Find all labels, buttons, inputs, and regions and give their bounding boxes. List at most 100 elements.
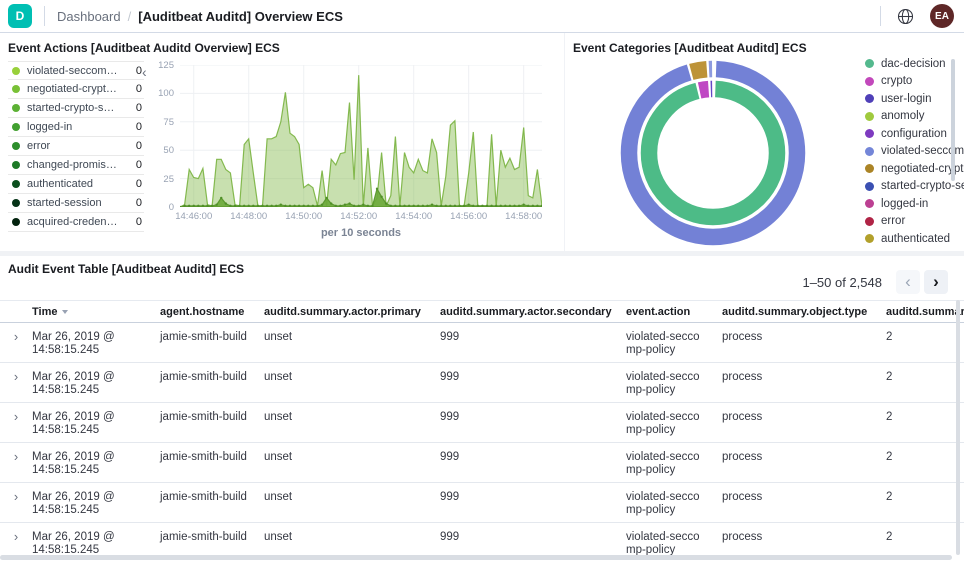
- legend-color-dot: [865, 164, 874, 174]
- legend-item[interactable]: authenticated 0: [8, 175, 144, 194]
- legend-color-dot: [12, 142, 20, 150]
- x-axis-tick-label: 14:46:00: [175, 211, 213, 222]
- legend-color-dot: [865, 59, 874, 69]
- legend-item-value: 0: [135, 121, 142, 133]
- breadcrumb: Dashboard / [Auditbeat Auditd] Overview …: [57, 9, 343, 24]
- vertical-scrollbar[interactable]: [956, 300, 960, 555]
- user-avatar[interactable]: EA: [930, 4, 954, 28]
- table-row: › Mar 26, 2019 @ 14:58:15.245 jamie-smith-…: [0, 403, 964, 443]
- row-expand-icon[interactable]: ›: [0, 443, 24, 463]
- column-header-auditd-summary-actor-secondary[interactable]: auditd.summary.actor.secondary: [432, 306, 618, 318]
- cell-action: violated-seccomp-policy: [626, 371, 700, 396]
- legend-item[interactable]: negotiated-crypto...: [865, 160, 964, 178]
- legend-collapse-icon[interactable]: ‹: [142, 64, 147, 80]
- x-axis-tick-label: 14:52:00: [340, 211, 378, 222]
- row-expand-icon[interactable]: ›: [0, 483, 24, 503]
- table-row: › Mar 26, 2019 @ 14:58:15.245 jamie-smith-…: [0, 363, 964, 403]
- legend-item-label: violated-seccomp-p...: [27, 64, 120, 77]
- y-axis-tick-label: 125: [158, 60, 174, 71]
- y-axis-tick-label: 50: [163, 145, 174, 157]
- legend-color-dot: [865, 181, 874, 191]
- legend-item[interactable]: started-crypto-se...: [865, 178, 964, 196]
- legend-color-dot: [865, 146, 874, 156]
- column-header-auditd-summary-object-type[interactable]: auditd.summary.object.type: [714, 306, 878, 318]
- breadcrumb-dashboard-link[interactable]: Dashboard: [57, 8, 121, 24]
- legend-item[interactable]: dac-decision: [865, 55, 949, 73]
- cell-action: violated-seccomp-policy: [626, 491, 700, 516]
- cell-action: violated-seccomp-policy: [626, 411, 700, 436]
- legend-item[interactable]: user-login: [865, 90, 949, 108]
- cell-summary: 2: [886, 491, 893, 503]
- legend-item[interactable]: crypto: [865, 73, 949, 91]
- globe-icon[interactable]: [893, 4, 918, 29]
- x-axis-tick-label: 14:56:00: [450, 211, 488, 222]
- legend-item[interactable]: violated-seccomp-p... 0: [8, 61, 144, 80]
- cell-time: Mar 26, 2019 @ 14:58:15.245: [32, 531, 115, 556]
- legend-item-label: started-session: [27, 197, 102, 209]
- legend-item-label: started-crypto-se...: [881, 180, 964, 193]
- area-chart[interactable]: per 10 seconds 0 25 50 75 100 125 14:46:00 14:4…: [158, 60, 544, 239]
- legend-color-dot: [865, 111, 874, 121]
- legend-item[interactable]: violated-seccomp...: [865, 143, 964, 161]
- legend-color-dot: [865, 76, 874, 86]
- legend-item[interactable]: started-session 0: [8, 194, 144, 213]
- legend-item[interactable]: logged-in 0: [8, 118, 144, 137]
- panel-event-categories: Event Categories [Auditbeat Auditd] ECS …: [564, 33, 964, 251]
- cell-summary: 2: [886, 531, 893, 543]
- donut-chart[interactable]: [618, 58, 808, 248]
- column-header-auditd-summary[interactable]: auditd.summary: [878, 306, 964, 318]
- legend-item[interactable]: started-crypto-sessi... 0: [8, 99, 144, 118]
- legend-item[interactable]: acquired-credentials 0: [8, 213, 144, 232]
- column-header-label: agent.hostname: [160, 305, 245, 318]
- cell-time: Mar 26, 2019 @ 14:58:15.245: [32, 331, 115, 356]
- legend-color-dot: [12, 180, 20, 188]
- pagination-next-button[interactable]: ›: [924, 270, 948, 294]
- cell-hostname: jamie-smith-build: [160, 371, 247, 383]
- legend-item[interactable]: negotiated-crypto-key 0: [8, 80, 144, 99]
- app-logo[interactable]: D: [8, 4, 32, 28]
- cell-time: Mar 26, 2019 @ 14:58:15.245: [32, 411, 115, 436]
- legend-item-label: negotiated-crypto-key: [27, 83, 120, 95]
- x-axis-tick-label: 14:50:00: [285, 211, 323, 222]
- breadcrumb-separator: /: [127, 8, 132, 24]
- cell-object_type: process: [722, 411, 763, 423]
- legend-item[interactable]: changed-promiscuo... 0: [8, 156, 144, 175]
- row-expand-icon[interactable]: ›: [0, 403, 24, 423]
- legend-color-dot: [12, 104, 20, 112]
- legend-item-label: anomoly: [881, 110, 925, 123]
- legend-item[interactable]: logged-in: [865, 195, 949, 213]
- pagination-prev-button[interactable]: ‹: [896, 270, 920, 294]
- y-axis-tick-label: 100: [158, 88, 174, 100]
- row-expand-icon[interactable]: ›: [0, 323, 24, 343]
- table-row: › Mar 26, 2019 @ 14:58:15.245 jamie-smith-…: [0, 523, 964, 561]
- column-header-auditd-summary-actor-primary[interactable]: auditd.summary.actor.primary: [256, 306, 432, 318]
- x-axis-tick-label: 14:54:00: [395, 211, 433, 222]
- legend-item-label: logged-in: [881, 197, 929, 210]
- cell-action: violated-seccomp-policy: [626, 331, 700, 356]
- donut-segment-dac-decision[interactable]: [640, 80, 786, 226]
- column-header-agent-hostname[interactable]: agent.hostname: [152, 306, 256, 318]
- horizontal-scrollbar[interactable]: [0, 555, 952, 560]
- cell-summary: 2: [886, 371, 893, 383]
- table-pagination: 1–50 of 2,548 ‹ ›: [802, 270, 948, 294]
- cell-primary: unset: [264, 331, 293, 343]
- column-header-Time[interactable]: Time: [24, 306, 152, 318]
- legend-item-value: 0: [135, 140, 142, 152]
- event-categories-legend: dac-decision crypto user-login anomoly confi…: [865, 55, 964, 248]
- legend-item[interactable]: error 0: [8, 137, 144, 156]
- legend-item[interactable]: configuration: [865, 125, 949, 143]
- navbar-divider: [880, 6, 881, 26]
- column-header-event-action[interactable]: event.action: [618, 306, 714, 318]
- row-expand-icon[interactable]: ›: [0, 363, 24, 383]
- legend-item[interactable]: error: [865, 213, 949, 231]
- donut-segment-violated-seccomp-policy[interactable]: [620, 60, 806, 246]
- cell-summary: 2: [886, 451, 893, 463]
- legend-item[interactable]: anomoly: [865, 108, 949, 126]
- legend-item[interactable]: authenticated: [865, 230, 950, 248]
- row-expand-icon[interactable]: ›: [0, 523, 24, 543]
- legend-item-label: logged-in: [27, 121, 73, 133]
- cell-primary: unset: [264, 451, 293, 463]
- x-axis-tick-label: 14:48:00: [230, 211, 268, 222]
- column-header-label: auditd.summary.actor.secondary: [440, 305, 612, 318]
- legend-scrollbar[interactable]: [951, 59, 955, 181]
